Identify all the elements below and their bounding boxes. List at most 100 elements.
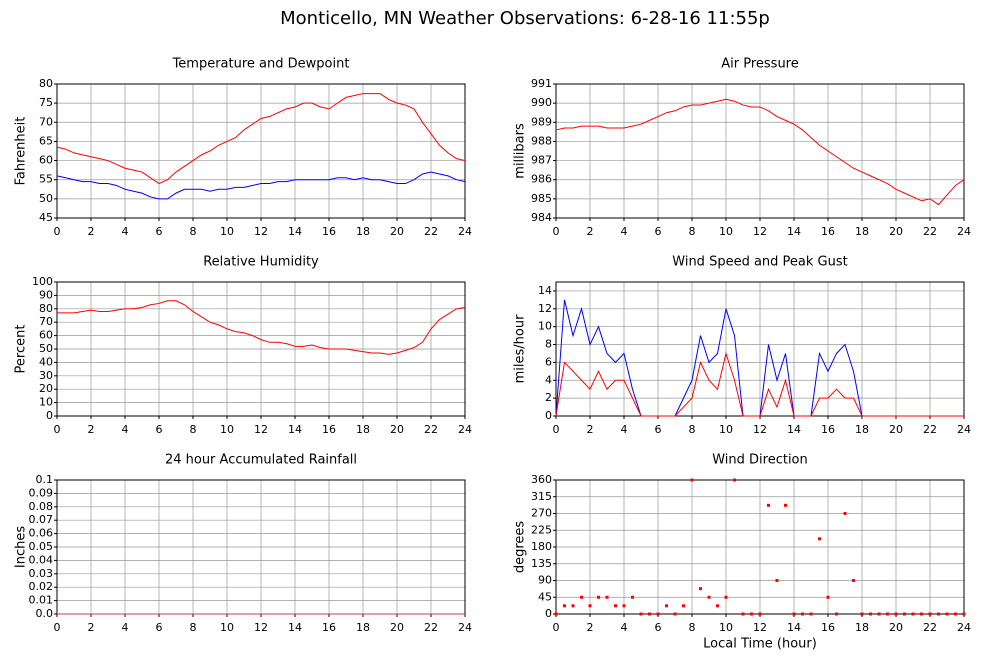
data-point [724,595,728,599]
y-tick-label: 6 [545,355,552,368]
y-tick-label: 0 [545,607,552,620]
y-tick-label: 984 [531,211,552,224]
data-point [962,612,966,616]
panel-title: 24 hour Accumulated Rainfall [165,453,357,468]
x-tick-label: 8 [190,423,197,436]
x-tick-label: 20 [889,423,903,436]
x-tick-label: 16 [821,621,835,634]
x-tick-label: 24 [458,621,472,634]
x-tick-label: 8 [689,423,696,436]
x-tick-label: 8 [190,225,197,238]
x-tick-label: 14 [787,225,801,238]
x-tick-label: 6 [156,225,163,238]
y-tick-label: 20 [39,382,53,395]
data-point [894,612,898,616]
y-tick-label: 55 [39,173,53,186]
data-point [920,612,923,616]
y-axis-label: millibars [513,123,528,179]
x-tick-label: 10 [719,423,733,436]
y-tick-label: 75 [39,96,53,109]
y-tick-label: 60 [39,154,53,167]
x-tick-label: 10 [220,621,234,634]
plot-border [555,83,965,219]
y-tick-label: 0.04 [29,553,54,566]
y-tick-label: 0.1 [36,473,54,486]
data-point [911,612,915,616]
plot-border [56,281,466,417]
y-tick-label: 4 [545,373,552,386]
data-line [56,93,466,185]
x-tick-label: 0 [54,621,61,634]
y-tick-label: 80 [39,302,53,315]
y-tick-label: 14 [538,284,552,297]
x-tick-label: 2 [587,423,594,436]
y-tick-label: 180 [531,540,552,553]
data-line [555,98,965,206]
data-point [801,612,804,616]
x-tick-label: 2 [88,225,95,238]
data-point [818,537,821,541]
panel-title: Wind Direction [712,453,808,468]
data-point [843,512,847,515]
data-point [699,587,702,591]
x-tick-label: 18 [855,621,869,634]
y-tick-label: 270 [531,507,552,520]
y-tick-label: 10 [39,396,53,409]
y-tick-label: 989 [531,115,552,128]
y-tick-label: 988 [531,134,552,147]
y-tick-label: 0.06 [29,527,54,540]
x-tick-label: 24 [957,621,971,634]
x-tick-label: 8 [689,225,696,238]
y-tick-label: 0 [46,409,53,422]
data-point [614,604,617,608]
y-tick-label: 65 [39,134,53,147]
x-tick-label: 18 [855,423,869,436]
x-tick-label: 16 [821,225,835,238]
x-tick-label: 2 [88,423,95,436]
x-tick-label: 6 [655,225,662,238]
data-point [826,595,830,599]
x-tick-label: 4 [621,423,628,436]
data-point [605,595,609,599]
y-tick-label: 90 [39,288,53,301]
data-point [716,604,719,608]
data-point [673,612,677,616]
data-line [56,171,466,200]
data-point [886,612,889,616]
x-tick-label: 2 [587,225,594,238]
y-tick-label: 0.07 [29,513,54,526]
y-tick-label: 990 [531,96,552,109]
x-tick-label: 6 [156,621,163,634]
y-tick-label: 90 [538,574,552,587]
x-tick-label: 20 [889,225,903,238]
data-line [555,351,964,417]
x-tick-label: 12 [753,423,767,436]
x-tick-label: 6 [156,423,163,436]
y-tick-label: 45 [538,590,552,603]
data-point [580,595,583,599]
x-tick-label: 24 [957,225,971,238]
x-tick-label: 12 [753,225,767,238]
y-tick-label: 225 [531,523,552,536]
y-tick-label: 0.03 [29,567,54,580]
y-tick-label: 50 [39,192,53,205]
x-tick-label: 22 [923,621,937,634]
x-tick-label: 6 [655,621,662,634]
y-tick-label: 0.05 [29,540,54,553]
data-point [741,612,745,616]
data-point [631,595,634,599]
x-tick-label: 22 [923,423,937,436]
data-point [707,595,711,599]
x-tick-label: 22 [923,225,937,238]
data-point [767,503,770,507]
x-tick-label: 14 [288,621,302,634]
x-tick-label: 8 [190,621,197,634]
x-tick-label: 6 [655,423,662,436]
x-tick-label: 2 [587,621,594,634]
data-point [809,612,813,616]
x-tick-label: 20 [889,621,903,634]
y-tick-label: 0.09 [29,486,54,499]
x-tick-label: 16 [322,621,336,634]
y-axis-label: Percent [14,325,29,374]
